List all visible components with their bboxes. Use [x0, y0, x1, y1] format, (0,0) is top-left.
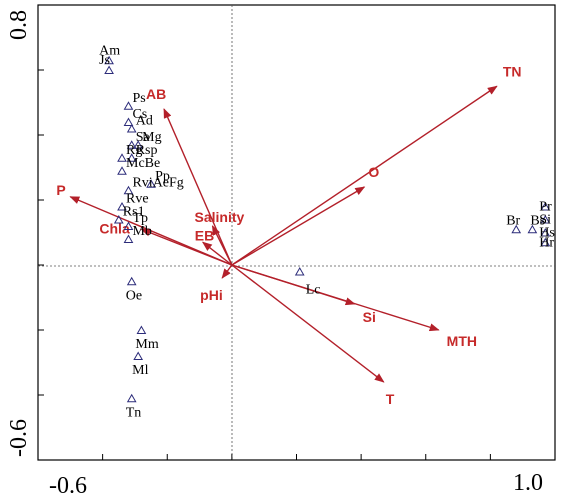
- species-marker: [126, 140, 137, 149]
- species-marker: [123, 117, 134, 126]
- species-label: Si: [539, 213, 551, 228]
- species-marker: [126, 276, 137, 286]
- env-vector-arrow-o: [231, 186, 366, 266]
- env-vector-arrow-salinity: [211, 225, 233, 266]
- species-marker: [133, 140, 144, 149]
- species-label: Rg: [126, 143, 142, 158]
- env-vector-label-ab: AB: [146, 86, 166, 102]
- x-axis-ticks: [37, 454, 556, 460]
- species-marker: [126, 393, 137, 403]
- y-axis-ticks: [38, 4, 44, 461]
- env-vector-label-o: O: [368, 164, 379, 180]
- env-vector-label-eb: EB: [195, 227, 214, 243]
- species-label: Ad: [136, 114, 153, 129]
- species-marker: [133, 351, 144, 360]
- species-label: Rs1: [123, 205, 145, 220]
- species-label: Ml: [132, 363, 148, 378]
- species-marker: [113, 214, 124, 224]
- species-label: McBe: [126, 156, 160, 171]
- species-label: Pp: [155, 169, 170, 184]
- y-tick-label-top: 0.8: [6, 10, 32, 40]
- species-marker: [117, 153, 127, 162]
- species-marker: [527, 224, 538, 234]
- species-marker: [540, 237, 551, 247]
- env-vector-arrow-ab: [163, 108, 233, 266]
- species-label: Bs: [530, 213, 545, 228]
- y-tick-label-bottom: -0.6: [6, 419, 32, 457]
- env-vector-arrow-chla: [140, 228, 233, 266]
- species-label: Mg: [142, 130, 161, 145]
- species-label: Rsp: [136, 143, 158, 158]
- species-marker: [123, 185, 134, 195]
- species-label: Tp: [132, 211, 148, 226]
- species-marker: [117, 166, 127, 175]
- env-vector-label-mth: MTH: [447, 333, 477, 349]
- species-label: Js: [99, 53, 110, 68]
- species-label: Hs: [539, 226, 555, 241]
- env-vector-arrow-mth: [231, 264, 440, 332]
- env-vector-arrow-tn: [231, 85, 498, 266]
- env-vector-label-t: T: [386, 391, 395, 407]
- species-label: Lc: [306, 283, 321, 298]
- species-marker: [123, 221, 134, 230]
- species-marker: [146, 179, 156, 188]
- species-marker: [104, 55, 114, 65]
- species-marker: [126, 123, 137, 133]
- x-tick-label-left: -0.6: [49, 473, 87, 499]
- species-marker: [294, 266, 305, 276]
- species-label: Oe: [126, 288, 142, 303]
- species-label: Pr: [539, 200, 552, 215]
- species-label: Sa: [136, 130, 151, 145]
- species-marker: [126, 153, 137, 162]
- env-vector-arrow-eb: [202, 241, 233, 266]
- env-vector-label-si: Si: [363, 309, 376, 325]
- species-label: Hr: [539, 235, 554, 250]
- species-label: Br: [506, 213, 520, 228]
- species-label: Cs: [132, 107, 147, 122]
- env-vector-arrow-phi: [221, 264, 233, 279]
- species-marker: [540, 201, 551, 211]
- species-label: RviAeFg: [132, 175, 183, 190]
- species-label: Ps: [132, 91, 145, 106]
- env-vector-label-salinity: Salinity: [194, 209, 244, 225]
- env-vector-arrow-t: [231, 264, 385, 383]
- species-label: Mb: [132, 224, 151, 239]
- species-marker: [123, 101, 134, 110]
- species-marker: [540, 227, 551, 237]
- species-points: AmJsPsCsAdSaMgRgRspMcBePpRviAeFgRveRs1Tp…: [99, 43, 555, 420]
- species-label: Am: [99, 43, 120, 58]
- env-vector-label-phi: pHi: [200, 287, 223, 303]
- species-marker: [104, 65, 114, 74]
- species-marker: [123, 234, 134, 243]
- species-label: Mm: [135, 337, 158, 352]
- x-tick-label-right: 1.0: [513, 470, 543, 496]
- environment-vectors: TN O AB P Chla Salinity EB pHi Si MTH T: [56, 63, 521, 407]
- env-vector-label-tn: TN: [503, 63, 522, 79]
- species-marker: [511, 224, 522, 234]
- env-vector-label-chla: Chla: [99, 220, 130, 236]
- species-marker: [136, 325, 147, 334]
- species-marker: [540, 214, 551, 224]
- species-label: Tn: [126, 405, 142, 420]
- species-label: Rve: [126, 192, 149, 207]
- env-vector-label-p: P: [56, 182, 65, 198]
- species-marker: [117, 201, 127, 211]
